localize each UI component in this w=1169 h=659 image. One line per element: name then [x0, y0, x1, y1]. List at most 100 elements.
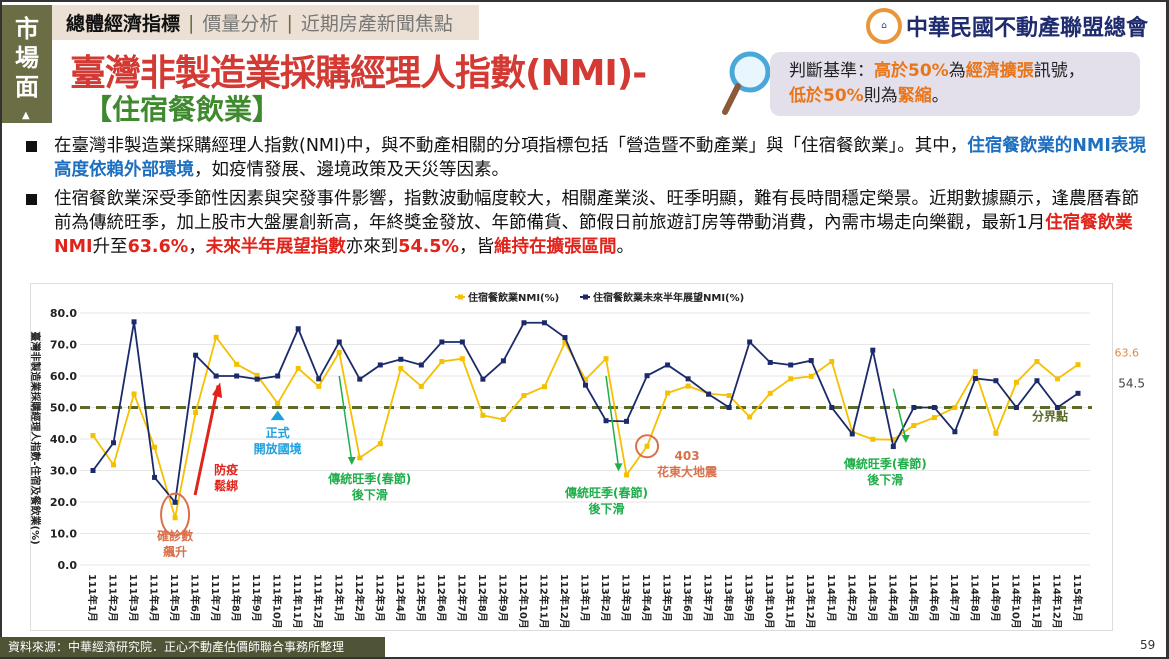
- data-point: [377, 362, 383, 368]
- x-tick-label: 111年2月: [107, 574, 120, 622]
- data-point: [500, 358, 506, 364]
- last-value-label: 63.6: [1115, 347, 1140, 360]
- bullet-square-icon: [26, 141, 37, 152]
- data-point: [131, 319, 137, 325]
- data-point: [1034, 359, 1040, 365]
- criteria-highlight: 低於50%: [789, 86, 864, 106]
- bullet-item: 在臺灣非製造業採購經理人指數(NMI)中，與不動產相關的分項指標包括「營造暨不動…: [24, 134, 1149, 182]
- arrowhead-icon: [901, 435, 910, 443]
- annotation-text: 花東大地震: [657, 464, 718, 479]
- data-point: [234, 361, 240, 367]
- data-point: [1013, 379, 1019, 385]
- data-point: [829, 359, 835, 365]
- bullet-highlight: 維持在擴張區間: [494, 237, 617, 257]
- annotation-text: 正式: [266, 425, 290, 440]
- data-point: [398, 365, 404, 371]
- x-tick-label: 112年1月: [332, 574, 345, 622]
- last-value-label: 54.5: [1118, 376, 1145, 390]
- data-point: [439, 359, 445, 365]
- x-tick-label: 114年6月: [927, 574, 940, 622]
- nav-item-price-volume[interactable]: 價量分析: [202, 13, 279, 35]
- data-point: [90, 468, 96, 473]
- bullet-square-icon: [26, 194, 37, 205]
- nav-separator: |: [286, 11, 293, 34]
- data-point: [747, 339, 753, 345]
- x-tick-label: 112年12月: [558, 574, 571, 629]
- x-tick-label: 115年1月: [1071, 574, 1084, 622]
- x-tick-label: 112年5月: [414, 574, 427, 622]
- down-arrow-icon: [338, 375, 353, 462]
- data-point: [583, 382, 588, 388]
- data-point: [603, 356, 609, 362]
- down-arrow-icon: [605, 375, 620, 468]
- data-point: [275, 373, 281, 379]
- data-point: [275, 400, 281, 406]
- x-tick-label: 111年4月: [148, 574, 161, 622]
- arrowhead-icon: [347, 457, 356, 466]
- data-point: [172, 515, 178, 521]
- data-point: [459, 356, 465, 362]
- criteria-text: 判斷基準：: [789, 61, 874, 81]
- data-point: [890, 437, 896, 443]
- data-point: [213, 334, 219, 340]
- data-point: [172, 499, 178, 505]
- legend-marker: [583, 294, 588, 300]
- x-tick-label: 113年12月: [804, 574, 817, 629]
- data-point: [624, 418, 630, 424]
- x-tick-label: 111年7月: [209, 574, 222, 622]
- data-point: [439, 339, 445, 345]
- x-tick-label: 113年5月: [661, 574, 674, 622]
- x-tick-label: 111年1月: [86, 574, 99, 622]
- x-tick-label: 113年9月: [743, 574, 756, 622]
- x-tick-label: 114年8月: [968, 574, 981, 622]
- x-tick-label: 112年7月: [455, 574, 468, 622]
- data-point: [849, 431, 855, 437]
- data-point: [418, 362, 424, 368]
- x-tick-label: 114年4月: [886, 574, 899, 622]
- data-point: [767, 390, 773, 396]
- x-tick-label: 112年4月: [394, 574, 407, 622]
- data-point: [1034, 378, 1040, 384]
- x-tick-label: 113年6月: [681, 574, 694, 622]
- data-point: [480, 376, 486, 382]
- data-point: [336, 339, 342, 345]
- x-tick-label: 114年2月: [845, 574, 858, 622]
- x-tick-label: 113年7月: [702, 574, 715, 622]
- arrowhead-icon: [614, 463, 623, 472]
- y-tick-label: 70.0: [50, 339, 77, 352]
- source-footer: 資料來源：中華經濟研究院．正心不動產估價師聯合事務所整理: [0, 637, 385, 657]
- y-tick-label: 80.0: [50, 307, 77, 320]
- data-point: [993, 430, 999, 436]
- annotation-text: 後下滑: [589, 501, 625, 516]
- criteria-highlight: 經濟擴張: [965, 61, 1034, 81]
- data-point: [767, 359, 773, 365]
- triangle-up-icon: ▲: [22, 110, 30, 121]
- data-point: [1075, 362, 1081, 368]
- bullet-text: 亦來到: [345, 237, 399, 257]
- data-point: [931, 405, 937, 410]
- x-tick-label: 111年5月: [168, 574, 181, 622]
- bullet-highlight: 未來半年展望指數: [205, 237, 346, 257]
- bullet-text: 。: [616, 237, 635, 257]
- legend-marker: [458, 294, 463, 300]
- top-nav: 總體經濟指標 | 價量分析 | 近期房產新聞焦點: [52, 5, 479, 40]
- data-point: [357, 376, 363, 382]
- data-point: [808, 358, 814, 364]
- bullet-text: 住宿餐飲業深受季節性因素與突發事件影響，指數波動幅度較大，相關產業淡、旺季明顯，…: [54, 189, 1139, 233]
- data-point: [295, 326, 301, 332]
- nav-item-news[interactable]: 近期房產新聞焦點: [300, 13, 453, 35]
- side-tab-label: 市場面: [15, 15, 39, 101]
- nav-item-macro[interactable]: 總體經濟指標: [66, 13, 181, 35]
- data-point: [254, 376, 260, 382]
- x-tick-label: 114年3月: [866, 574, 879, 622]
- bullet-text: 在臺灣非製造業採購經理人指數(NMI)中，與不動產相關的分項指標包括「營造暨不動…: [54, 136, 968, 156]
- x-tick-label: 114年11月: [1030, 574, 1043, 629]
- legend-label: 住宿餐飲業NMI(%): [468, 291, 559, 304]
- x-tick-label: 113年10月: [763, 574, 776, 629]
- side-tab[interactable]: 市場面 ▲: [2, 5, 52, 123]
- highlight-circle: [635, 434, 660, 459]
- x-tick-label: 111年10月: [271, 574, 284, 629]
- bullet-highlight: 54.5%: [398, 237, 460, 257]
- page-number: 59: [1140, 638, 1156, 652]
